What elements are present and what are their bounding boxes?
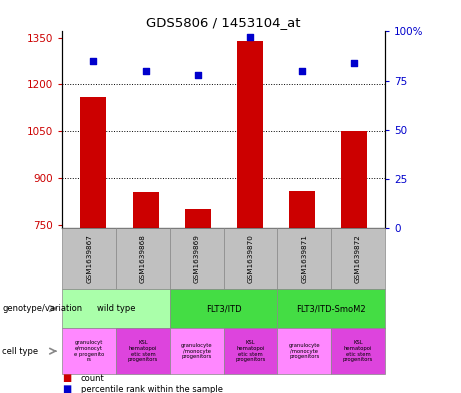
Point [350, 60, 357, 66]
Text: GSM1639867: GSM1639867 [86, 234, 92, 283]
Text: cell type: cell type [2, 347, 38, 356]
Bar [184, 209, 211, 228]
Text: granulocyte
/monocyte
progenitors: granulocyte /monocyte progenitors [289, 343, 320, 360]
Text: FLT3/ITD-SmoM2: FLT3/ITD-SmoM2 [296, 304, 366, 313]
Text: KSL
hematopoi
etic stem
progenitors: KSL hematopoi etic stem progenitors [128, 340, 158, 362]
Title: GDS5806 / 1453104_at: GDS5806 / 1453104_at [146, 16, 301, 29]
Point [194, 72, 201, 78]
Bar [341, 131, 366, 228]
Bar [236, 41, 263, 228]
Text: count: count [81, 374, 105, 382]
Text: FLT3/ITD: FLT3/ITD [206, 304, 242, 313]
Text: KSL
hematopoi
etic stem
progenitors: KSL hematopoi etic stem progenitors [343, 340, 373, 362]
Bar [132, 192, 159, 228]
Text: genotype/variation: genotype/variation [2, 304, 83, 313]
Text: granulocyt
e/monocyt
e progenito
rs: granulocyt e/monocyt e progenito rs [74, 340, 104, 362]
Text: granulocyte
/monocyte
progenitors: granulocyte /monocyte progenitors [181, 343, 213, 360]
Text: GSM1639868: GSM1639868 [140, 234, 146, 283]
Bar [289, 191, 315, 228]
Text: GSM1639870: GSM1639870 [248, 234, 254, 283]
Text: GSM1639872: GSM1639872 [355, 234, 361, 283]
Text: ■: ■ [62, 384, 71, 393]
Point [298, 68, 305, 74]
Text: GSM1639871: GSM1639871 [301, 234, 307, 283]
Text: ■: ■ [62, 373, 71, 383]
Point [246, 34, 253, 40]
Point [90, 58, 97, 64]
Bar [81, 97, 106, 228]
Text: KSL
hematopoi
etic stem
progenitors: KSL hematopoi etic stem progenitors [235, 340, 266, 362]
Text: wild type: wild type [97, 304, 135, 313]
Text: GSM1639869: GSM1639869 [194, 234, 200, 283]
Point [142, 68, 149, 74]
Text: percentile rank within the sample: percentile rank within the sample [81, 385, 223, 393]
